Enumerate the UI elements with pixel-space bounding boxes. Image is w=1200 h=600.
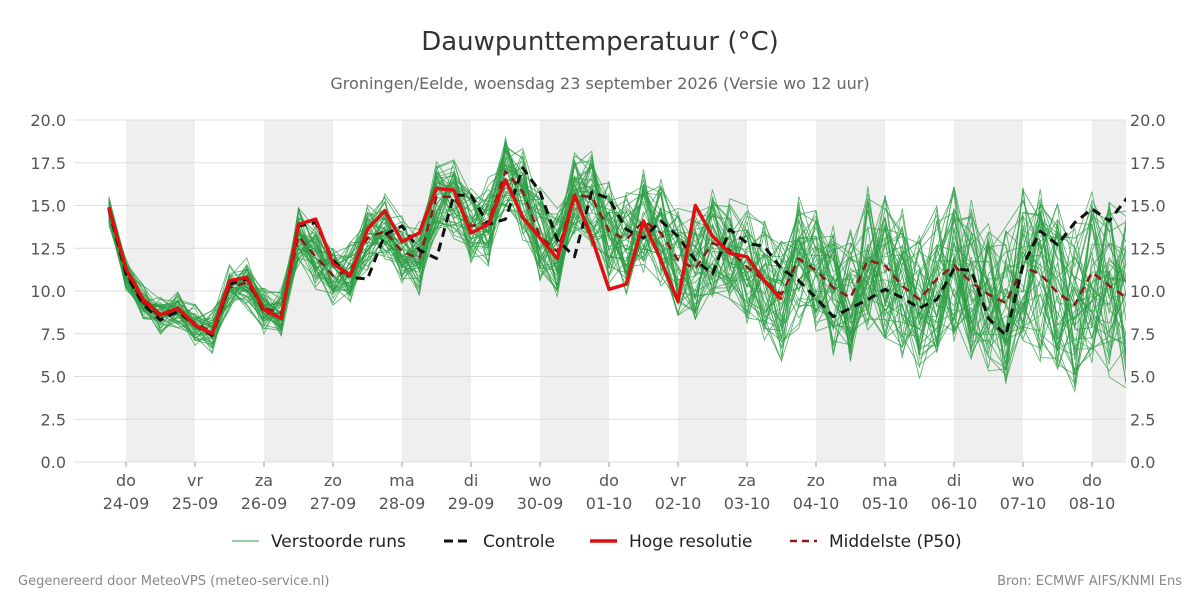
y-tick-left: 10.0: [30, 282, 66, 301]
x-tick-date: 05-10: [862, 494, 909, 513]
x-tick-date: 07-10: [1000, 494, 1047, 513]
y-tick-left: 7.5: [41, 325, 66, 344]
ensemble-run-42: [108, 145, 1126, 364]
footer-generated-by: Gegenereerd door MeteoVPS (meteo-service…: [18, 574, 329, 589]
x-tick-dow: za: [738, 471, 756, 490]
x-tick-dow: zo: [807, 471, 825, 490]
y-tick-right: 0.0: [1130, 453, 1155, 472]
y-tick-left: 5.0: [41, 368, 66, 387]
y-tick-right: 15.0: [1130, 197, 1166, 216]
y-tick-right: 2.5: [1130, 410, 1155, 429]
legend-label: Middelste (P50): [829, 532, 962, 552]
legend-label: Verstoorde runs: [271, 532, 406, 552]
x-tick-date: 02-10: [655, 494, 702, 513]
x-tick-date: 26-09: [241, 494, 288, 513]
x-tick-dow: di: [464, 471, 479, 490]
y-tick-right: 7.5: [1130, 325, 1155, 344]
x-tick-date: 25-09: [172, 494, 219, 513]
x-tick-dow: di: [947, 471, 962, 490]
x-tick-dow: ma: [872, 471, 897, 490]
ensemble-run-39: [108, 150, 1126, 371]
y-tick-right: 5.0: [1130, 368, 1155, 387]
y-tick-right: 10.0: [1130, 282, 1166, 301]
x-tick-dow: wo: [1012, 471, 1035, 490]
x-tick-dow: do: [599, 471, 619, 490]
y-tick-left: 12.5: [30, 239, 66, 258]
x-tick-date: 06-10: [931, 494, 978, 513]
x-tick-date: 24-09: [103, 494, 150, 513]
legend-label: Controle: [483, 532, 555, 552]
x-tick-dow: do: [1082, 471, 1102, 490]
chart-subtitle: Groningen/Eelde, woensdag 23 september 2…: [330, 74, 869, 93]
x-tick-date: 04-10: [793, 494, 840, 513]
x-tick-dow: za: [255, 471, 273, 490]
plot-area: 0.0 0.0 2.5 2.5 5.0 5.0 7.5 7.5 10.0 10.0 12.5 12.5…: [30, 111, 1165, 513]
y-tick-left: 15.0: [30, 197, 66, 216]
y-tick-left: 0.0: [41, 453, 66, 472]
x-tick-date: 01-10: [586, 494, 633, 513]
legend: Verstoorde runs Controle Hoge resolutie Mid…: [232, 532, 962, 552]
ensemble-run-24: [108, 159, 1126, 354]
footer-source: Bron: ECMWF AIFS/KNMI Ens: [997, 574, 1182, 589]
y-tick-left: 2.5: [41, 410, 66, 429]
x-tick-dow: do: [116, 471, 136, 490]
series-line-controle: [107, 166, 1126, 337]
chart-title: Dauwpunttemperatuur (°C): [421, 27, 779, 57]
x-tick-date: 08-10: [1069, 494, 1116, 513]
y-tick-left: 20.0: [30, 111, 66, 130]
x-tick-dow: zo: [324, 471, 342, 490]
x-tick-date: 03-10: [724, 494, 771, 513]
x-tick-date: 28-09: [379, 494, 426, 513]
x-tick-dow: ma: [389, 471, 414, 490]
x-tick-dow: vr: [670, 471, 686, 490]
y-tick-left: 17.5: [30, 154, 66, 173]
y-tick-right: 20.0: [1130, 111, 1166, 130]
x-tick-date: 30-09: [517, 494, 564, 513]
x-tick-date: 27-09: [310, 494, 357, 513]
legend-label: Hoge resolutie: [629, 532, 753, 552]
series-line-hoge-resolutie: [107, 178, 783, 336]
x-tick-dow: wo: [529, 471, 552, 490]
ensemble-run-44: [108, 141, 1126, 372]
x-tick-date: 29-09: [448, 494, 495, 513]
y-tick-right: 17.5: [1130, 154, 1166, 173]
x-tick-dow: vr: [187, 471, 203, 490]
y-tick-right: 12.5: [1130, 239, 1166, 258]
ensemble-run-48: [108, 159, 1126, 355]
series-layer: [107, 137, 1126, 394]
